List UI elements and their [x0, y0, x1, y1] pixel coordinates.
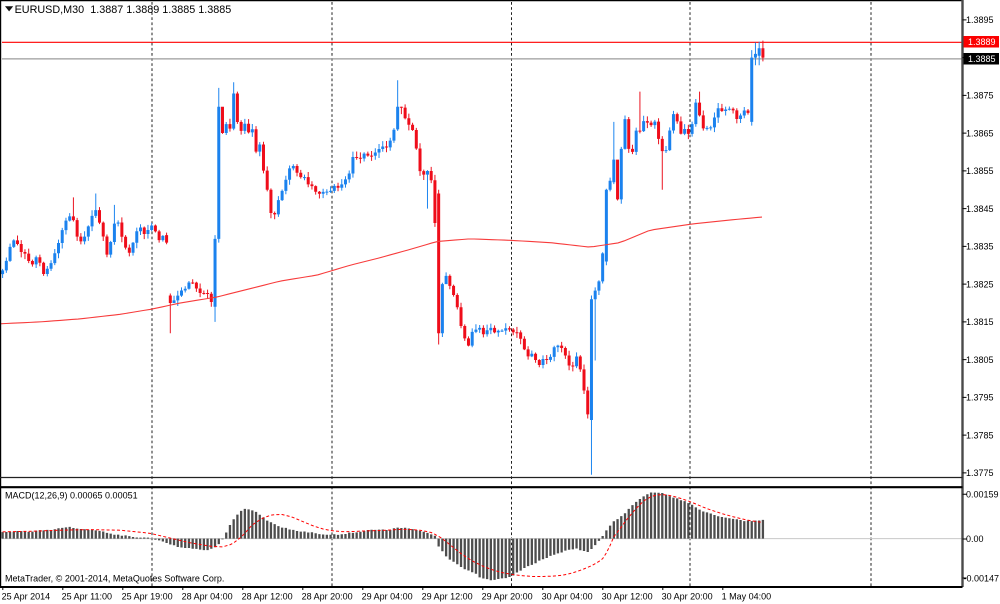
svg-text:25 Apr 2014: 25 Apr 2014 — [2, 591, 51, 601]
svg-text:1.3845: 1.3845 — [966, 204, 994, 214]
svg-text:MACD(12,26,9) 0.00065 0.00051: MACD(12,26,9) 0.00065 0.00051 — [5, 491, 138, 501]
svg-text:28 Apr 20:00: 28 Apr 20:00 — [302, 591, 353, 601]
svg-text:1.3875: 1.3875 — [966, 91, 994, 101]
svg-text:1.3855: 1.3855 — [966, 166, 994, 176]
svg-text:0.00: 0.00 — [966, 534, 984, 544]
svg-text:28 Apr 04:00: 28 Apr 04:00 — [182, 591, 233, 601]
svg-text:1.3775: 1.3775 — [966, 468, 994, 478]
svg-text:30 Apr 12:00: 30 Apr 12:00 — [602, 591, 653, 601]
svg-text:1.3825: 1.3825 — [966, 279, 994, 289]
svg-text:29 Apr 04:00: 29 Apr 04:00 — [362, 591, 413, 601]
svg-text:MetaTrader, © 2001-2014, MetaQ: MetaTrader, © 2001-2014, MetaQuotes Soft… — [5, 574, 224, 584]
svg-text:1.3815: 1.3815 — [966, 317, 994, 327]
svg-text:29 Apr 20:00: 29 Apr 20:00 — [482, 591, 533, 601]
svg-text:1.3865: 1.3865 — [966, 128, 994, 138]
svg-text:30 Apr 20:00: 30 Apr 20:00 — [662, 591, 713, 601]
svg-text:EURUSD,M30 1.3887 1.3889 1.38: EURUSD,M30 1.3887 1.3889 1.3885 1.3885 — [15, 4, 232, 16]
svg-text:1.3805: 1.3805 — [966, 355, 994, 365]
svg-text:0.00159: 0.00159 — [966, 489, 999, 499]
svg-text:1.3795: 1.3795 — [966, 393, 994, 403]
svg-text:1.3785: 1.3785 — [966, 430, 994, 440]
svg-text:1.3889: 1.3889 — [968, 37, 996, 47]
svg-text:1.3835: 1.3835 — [966, 242, 994, 252]
svg-text:25 Apr 19:00: 25 Apr 19:00 — [122, 591, 173, 601]
svg-text:28 Apr 12:00: 28 Apr 12:00 — [242, 591, 293, 601]
svg-text:30 Apr 04:00: 30 Apr 04:00 — [542, 591, 593, 601]
svg-text:25 Apr 11:00: 25 Apr 11:00 — [62, 591, 112, 601]
svg-text:29 Apr 12:00: 29 Apr 12:00 — [422, 591, 473, 601]
svg-text:-0.00147: -0.00147 — [964, 573, 1000, 583]
svg-text:1.3895: 1.3895 — [966, 15, 994, 25]
svg-text:1 May 04:00: 1 May 04:00 — [722, 591, 772, 601]
svg-text:1.3885: 1.3885 — [968, 54, 996, 64]
